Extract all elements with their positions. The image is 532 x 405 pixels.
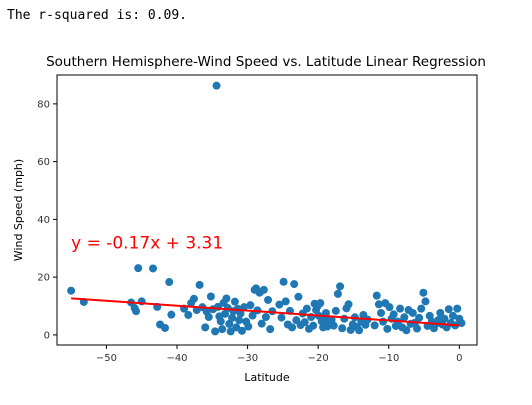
data-point [316,299,325,308]
x-tick-label: −50 [96,353,117,364]
x-axis-label: Latitude [244,371,290,384]
data-point [279,277,288,286]
y-tick-label: 80 [37,99,50,110]
data-point [161,323,169,332]
data-point [226,327,235,336]
chart-title: Southern Hemisphere-Wind Speed vs. Latit… [46,54,486,70]
data-point [440,314,449,323]
data-point [218,325,227,334]
data-point [453,304,462,313]
data-point [275,300,284,309]
data-point [408,308,417,317]
data-point [132,307,141,316]
data-point [331,306,340,315]
data-point [201,323,210,332]
regression-equation: y = -0.17x + 3.31 [71,233,223,253]
data-point [294,292,303,301]
data-point [222,294,231,303]
data-point [370,321,379,330]
data-point [165,278,174,287]
r-squared-output: The r-squared is: 0.09. [7,8,188,23]
data-point [383,324,392,333]
data-point [309,321,318,330]
data-point [212,81,221,90]
data-point [228,313,237,322]
data-point [336,282,345,291]
data-point [338,324,347,333]
x-tick-label: −20 [308,353,329,364]
data-point [240,303,249,312]
data-point [288,323,297,332]
y-tick-label: 40 [37,215,50,226]
data-point [277,313,286,322]
data-point [259,285,268,294]
data-point [300,318,309,327]
x-tick-label: 0 [456,353,462,364]
data-point [374,300,383,309]
data-point [400,313,409,322]
data-point [415,313,424,322]
data-point [340,314,349,323]
data-point [419,288,428,297]
data-point [206,292,215,301]
x-tick-label: −30 [237,353,258,364]
data-point [216,317,225,326]
data-point [355,326,364,335]
data-point [290,280,299,289]
data-point [235,316,244,325]
data-point [257,319,266,328]
y-tick-label: 0 [44,330,50,341]
data-point [417,304,426,313]
data-point [402,326,411,335]
plot-area [56,74,478,346]
data-point [444,305,453,314]
y-tick-label: 20 [37,273,50,284]
data-point [67,286,76,295]
data-point [184,310,193,319]
data-point [149,264,157,273]
data-point [230,297,239,306]
data-point [167,310,176,319]
data-point [281,297,290,306]
data-point [248,311,257,320]
data-point [333,289,342,298]
data-point [302,304,311,313]
data-point [261,312,270,321]
axis-ticks: −50 −40 −30 −20 −10 0 0 20 40 60 80 [37,99,462,364]
data-point [204,312,213,321]
data-point [237,326,246,335]
data-point [421,297,430,306]
data-point [211,327,220,336]
data-point [396,304,405,313]
data-point [329,321,338,330]
data-point [244,322,253,331]
data-point [372,291,381,300]
data-point [264,295,273,304]
x-tick-label: −10 [378,353,399,364]
data-point [413,324,421,333]
data-point [377,308,385,317]
data-point [389,310,398,319]
data-point [344,300,353,309]
data-point [266,325,275,334]
data-point [436,308,445,317]
data-point [236,309,245,318]
data-point [189,294,198,303]
data-point [134,264,143,273]
data-point [457,319,466,328]
y-tick-label: 60 [37,157,50,168]
data-point [385,303,394,312]
data-point [379,317,388,326]
data-point [195,280,204,289]
data-point [449,311,457,320]
y-axis-label: Wind Speed (mph) [12,159,25,261]
regression-line [71,297,460,327]
x-tick-label: −40 [166,353,187,364]
data-points [67,81,466,336]
data-point [225,319,234,328]
data-point [246,301,255,310]
